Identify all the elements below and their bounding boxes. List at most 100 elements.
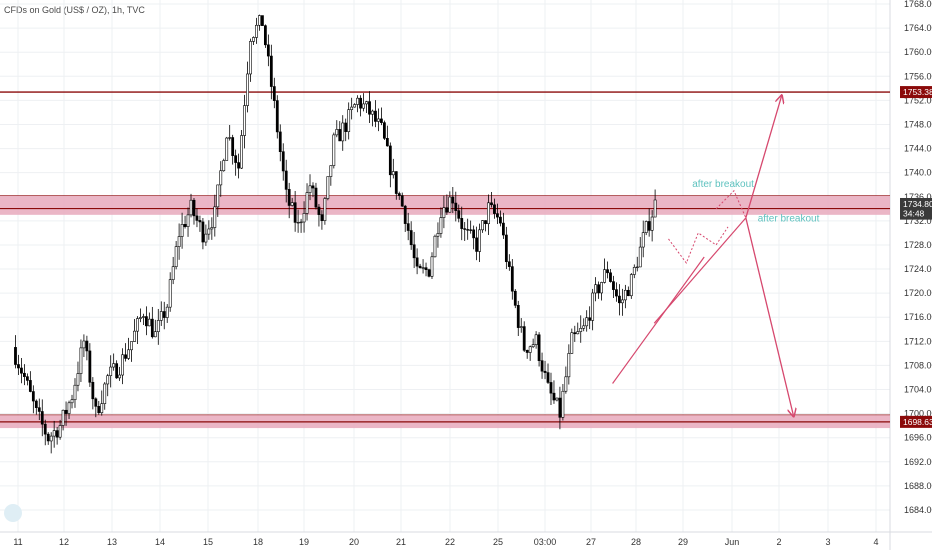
candle-body (293, 202, 297, 223)
candle-body (374, 110, 377, 122)
candle-body (323, 198, 327, 221)
candle-body (430, 256, 434, 277)
candle-body (403, 205, 407, 224)
candle-body (481, 220, 484, 231)
candle-body (516, 305, 520, 328)
price-tick-label: 1696.00 (904, 433, 932, 443)
candle-body (91, 381, 95, 400)
candle-body (585, 317, 589, 327)
candle-body (240, 135, 243, 169)
candle-body (388, 145, 392, 176)
candle-body (382, 122, 386, 139)
breakout-sketch (715, 189, 747, 219)
price-tick-label: 1748.00 (904, 119, 932, 129)
candle-body (109, 366, 113, 376)
price-tag-label: 1734.80 (903, 199, 932, 209)
candle-body (127, 349, 130, 359)
price-tick-label: 1720.00 (904, 288, 932, 298)
breakout-annotation: after breakout (758, 213, 820, 224)
candle-body (106, 375, 110, 385)
candle-body (350, 106, 354, 110)
annotations: after breakout after breakout (692, 179, 819, 224)
candle-body (561, 390, 565, 418)
time-tick-label: 22 (445, 537, 455, 547)
time-tick-label: 21 (396, 537, 406, 547)
chart-title: CFDs on Gold (US$ / OZ), 1h, TVC (4, 5, 145, 15)
price-tick-label: 1708.00 (904, 360, 932, 370)
candle-body (317, 206, 321, 215)
candle-body (623, 289, 627, 301)
time-tick-label: 25 (493, 537, 503, 547)
candle-body (537, 334, 541, 361)
candle-body (567, 353, 571, 378)
candle-body (281, 151, 285, 172)
candle-body (216, 184, 220, 208)
candle-body (528, 346, 532, 353)
candle-body (130, 341, 133, 351)
candle-body (153, 331, 157, 338)
candlestick-series (14, 14, 657, 454)
candle-body (136, 318, 139, 332)
candle-body (353, 104, 357, 108)
candle-body (543, 370, 547, 373)
price-tick-label: 1752.00 (904, 95, 932, 105)
candle-body (103, 383, 107, 404)
candle-body (433, 235, 437, 258)
price-tick-label: 1764.00 (904, 23, 932, 33)
candle-body (650, 216, 654, 231)
candle-body (31, 391, 35, 402)
price-tick-label: 1700.00 (904, 409, 932, 419)
candle-body (638, 246, 642, 268)
candle-body (385, 138, 389, 147)
candle-body (61, 409, 65, 426)
candle-body (266, 44, 270, 57)
candle-body (603, 269, 606, 283)
candle-body (201, 221, 205, 243)
candle-body (213, 206, 217, 228)
candle-body (156, 320, 160, 332)
candle-body (168, 279, 172, 308)
candle-body (451, 196, 455, 204)
candle-body (14, 347, 17, 365)
candle-body (79, 347, 83, 374)
candle-body (252, 37, 255, 42)
price-tick-label: 1712.00 (904, 336, 932, 346)
candle-body (249, 41, 252, 75)
candle-body (359, 97, 362, 109)
candle-body (222, 160, 226, 172)
candle-body (341, 122, 345, 142)
candle-body (579, 328, 583, 332)
candle-body (124, 354, 127, 359)
candle-body (85, 340, 89, 352)
candle-body (76, 373, 80, 386)
candle-body (371, 110, 374, 115)
candle-body (487, 202, 490, 225)
candle-body (332, 134, 336, 166)
candle-body (23, 372, 26, 377)
time-tick-label: 18 (253, 537, 263, 547)
candle-body (177, 236, 181, 247)
candle-body (20, 367, 23, 374)
price-tag (900, 197, 932, 210)
candle-body (424, 267, 428, 270)
candle-body (472, 229, 476, 239)
candle-body (67, 402, 71, 414)
candle-body (356, 97, 360, 105)
candle-body (597, 284, 600, 294)
candle-body (442, 207, 446, 218)
candle-body (100, 403, 104, 414)
candle-body (246, 73, 249, 106)
candle-body (448, 196, 452, 213)
candle-body (243, 105, 246, 136)
price-tick-label: 1684.00 (904, 505, 932, 515)
candle-body (618, 295, 621, 304)
candle-body (272, 86, 276, 101)
price-tick-label: 1704.00 (904, 385, 932, 395)
candle-body (635, 266, 639, 269)
candle-body (609, 272, 612, 282)
candle-body (612, 281, 615, 290)
time-tick-label: 4 (873, 537, 878, 547)
candle-body (457, 210, 461, 219)
